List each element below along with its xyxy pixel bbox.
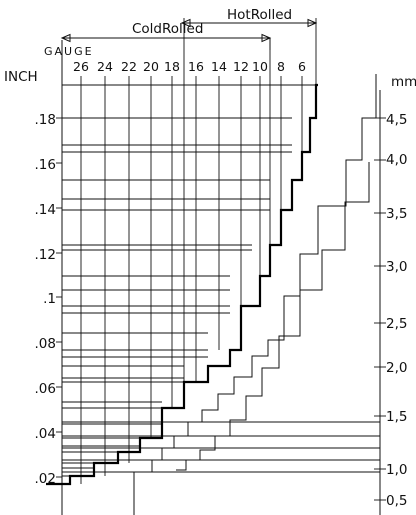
inch-tick-labels: .18 .16 .14 .12 .1 .08 .06 .04 .02	[35, 112, 56, 487]
hot-rolled-step-curve	[176, 162, 370, 471]
mm-tick-label: 4,0	[386, 152, 407, 168]
cold-rolled-bracket	[60, 33, 272, 50]
gauge-number: 8	[277, 59, 285, 74]
inch-tick-label: .18	[35, 112, 56, 128]
mm-axis-ticks	[374, 90, 386, 515]
mm-tick-label: 1,0	[386, 462, 407, 478]
gauge-number: 12	[233, 59, 249, 74]
hot-rolled-label: HotRolled	[227, 7, 292, 23]
mm-step-curve	[133, 74, 377, 515]
gauge-title: GAUGE	[44, 45, 94, 58]
gauge-numbers: 26 24 22 20 18 16 14 12 10 8 6	[73, 59, 306, 74]
mm-unit-label: mm	[391, 74, 416, 90]
inch-tick-label: .14	[35, 202, 56, 218]
gauge-number: 20	[143, 59, 159, 74]
inch-tick-label: .16	[35, 157, 56, 173]
gauge-number: 18	[164, 59, 180, 74]
gauge-number: 24	[97, 59, 113, 74]
gauge-number: 16	[188, 59, 204, 74]
inch-tick-label: .04	[35, 426, 56, 442]
mm-tick-label: 2,5	[386, 316, 407, 332]
inch-tick-label: .12	[35, 247, 56, 263]
mm-tick-label: 0,5	[386, 493, 407, 509]
gauge-number: 26	[73, 59, 89, 74]
inch-tick-label: .08	[35, 336, 56, 352]
mm-tick-label: 4,5	[386, 112, 407, 128]
gauge-number: 14	[211, 59, 227, 74]
mm-tick-label: 3,0	[386, 259, 407, 275]
gauge-number: 22	[121, 59, 137, 74]
hot-rolled-bracket	[180, 18, 318, 28]
mm-tick-label: 1,5	[386, 409, 407, 425]
grid-lines	[56, 18, 380, 485]
inch-tick-label: .1	[43, 291, 56, 307]
mm-tick-labels: 4,5 4,0 3,5 3,0 2,5 2,0 1,5 1,0 0,5	[386, 112, 407, 509]
gauge-number: 10	[252, 59, 268, 74]
mm-tick-label: 2,0	[386, 360, 407, 376]
inch-unit-label: INCH	[4, 69, 38, 85]
inch-step-curve	[46, 83, 318, 486]
step-curves	[46, 74, 377, 515]
gauge-number: 6	[298, 59, 306, 74]
inch-tick-label: .06	[35, 381, 56, 397]
mm-tick-label: 3,5	[386, 206, 407, 222]
